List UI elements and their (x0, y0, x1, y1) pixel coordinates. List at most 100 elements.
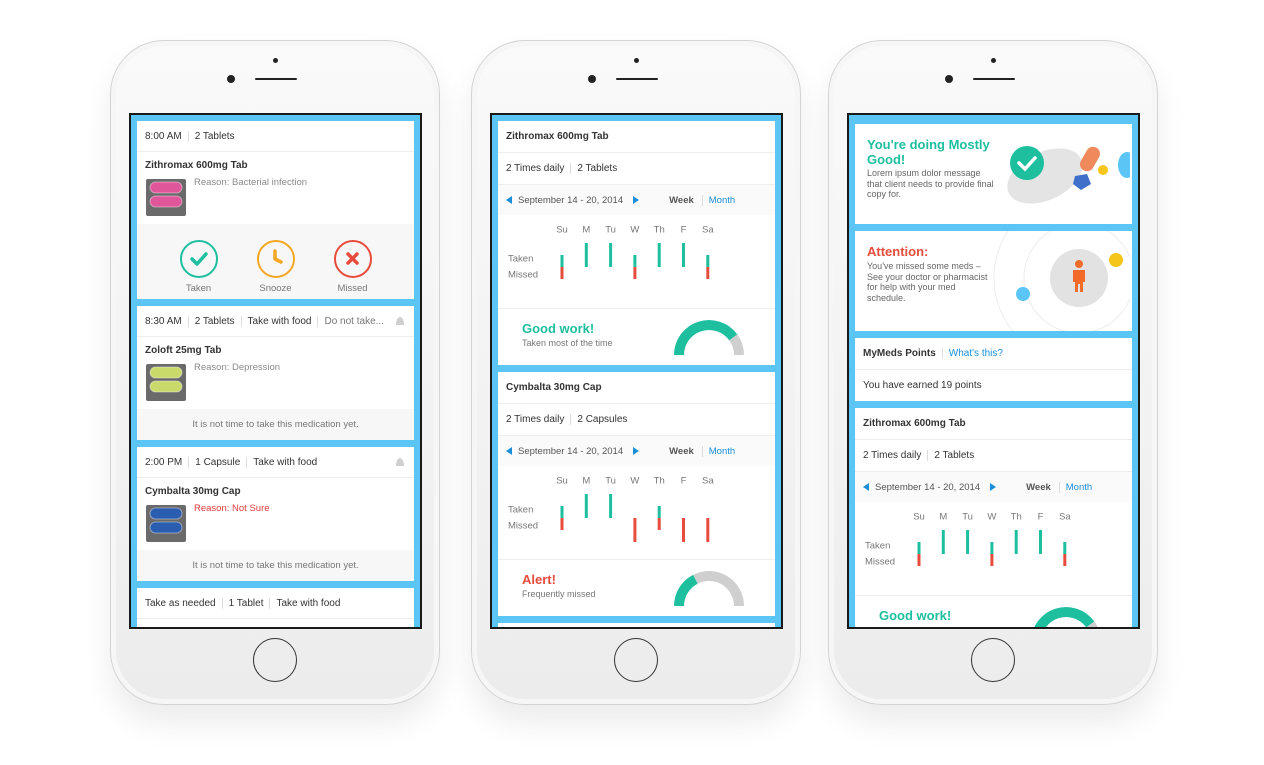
pills (149, 507, 183, 534)
note: It is not time to take this medication y… (137, 409, 414, 440)
month-tab[interactable]: Month (701, 194, 735, 206)
adherence-chart: Taken Missed Su M Tu W Th F Sa (508, 225, 714, 281)
header-item: 1 Capsule (188, 456, 246, 468)
header-item: Take with food (240, 315, 318, 327)
next-arrow[interactable] (633, 196, 640, 204)
prev-arrow[interactable] (506, 196, 512, 204)
gauge (674, 320, 744, 356)
action[interactable]: Taken (160, 224, 237, 299)
sensor (634, 58, 639, 63)
day-label: Tu (605, 225, 616, 236)
check-circle (1010, 146, 1044, 180)
med-card: 2:00 PM 1 Capsule Take with food Cymbalta 3… (137, 447, 414, 581)
icon-glyph (272, 249, 283, 264)
pill (149, 195, 183, 208)
med-chart-card: Zithromax 600mg Tab 2 Times daily 2 Tablet… (498, 121, 775, 365)
action[interactable]: Snooze (237, 224, 314, 299)
taken-bar (657, 243, 661, 267)
day-label: F (681, 476, 687, 487)
prev-arrow[interactable] (863, 483, 869, 491)
chart-area: Taken Missed Su M Tu W Th F Sa (855, 502, 1132, 595)
day-label: F (1038, 512, 1044, 523)
points-link[interactable]: What's this? (941, 348, 1003, 359)
day-label: W (630, 476, 639, 487)
points-header: MyMeds Points What's this? (855, 338, 1132, 370)
taken-bar (990, 542, 994, 554)
home-button[interactable] (971, 638, 1015, 682)
reason: Reason: Depression (194, 362, 281, 373)
pill (149, 521, 183, 534)
header-item: 2 Tablets (187, 315, 241, 327)
adherence-chart: Taken Missed Su M Tu W Th F Sa (508, 476, 714, 542)
date-range: September 14 - 20, 2014 Week Month (498, 185, 775, 215)
points-title: MyMeds Points (863, 348, 936, 359)
info-item: 2 Times daily (506, 414, 565, 425)
med-name: Cymbalta 30mg Cap (145, 486, 241, 497)
avatar-blue (1016, 287, 1030, 301)
day-label: Sa (702, 225, 714, 236)
action-label: Snooze (259, 283, 292, 294)
message-body: You've missed some meds – See your docto… (867, 261, 988, 303)
info-item: 2 Tablets (570, 163, 623, 174)
missed-bar (633, 518, 637, 542)
week-tab[interactable]: Week (669, 194, 694, 206)
med-chart-card: Zoloft 25mg Tab (498, 623, 775, 627)
gauge-value (674, 320, 738, 356)
prev-arrow[interactable] (506, 447, 512, 455)
next-arrow[interactable] (990, 483, 997, 491)
day-label: M (582, 476, 590, 487)
med-name: Cymbalta 30mg Cap (498, 372, 775, 404)
day-label: Su (556, 225, 568, 236)
phone: Zithromax 600mg Tab 2 Times daily 2 Tablet… (471, 40, 801, 705)
taken-bar (584, 494, 588, 518)
pill (149, 366, 183, 379)
camera (588, 75, 596, 83)
month-tab[interactable]: Month (1058, 481, 1092, 493)
info-item: 2 Tablets (927, 450, 980, 461)
missed-label: Missed (508, 270, 538, 281)
adherence-chart: Taken Missed Su M Tu W Th F Sa (865, 512, 1071, 568)
taken-bar (609, 494, 613, 518)
info-item: 2 Capsules (570, 414, 633, 425)
header-item: Take with food (269, 597, 346, 609)
date-range: September 14 - 20, 2014 Week Month (855, 472, 1132, 502)
status-title: Good work! (879, 608, 952, 623)
taken-label: Taken (865, 541, 890, 552)
sensor (273, 58, 278, 63)
taken-bar (917, 542, 921, 554)
status: Good work! Taken most of the time (498, 308, 775, 365)
missed-bar (682, 518, 685, 542)
gauge-value (674, 574, 698, 607)
month-tab[interactable]: Month (701, 445, 735, 457)
missed-bar (1063, 554, 1067, 566)
speaker (255, 78, 297, 80)
missed-label: Missed (865, 557, 895, 568)
home-button[interactable] (614, 638, 658, 682)
pills (149, 181, 183, 208)
screen: Zithromax 600mg Tab 2 Times daily 2 Tablet… (490, 113, 783, 629)
message-card: Attention: You've missed some meds – See … (855, 231, 1132, 331)
taken-bar (1039, 530, 1042, 554)
note: It is not time to take this medication y… (137, 550, 414, 581)
pill (149, 181, 183, 194)
gauge (1034, 607, 1098, 627)
day-label: Sa (702, 476, 714, 487)
header-item: 2:00 PM (145, 456, 183, 468)
action-icon (333, 240, 372, 278)
day-label: Tu (605, 476, 616, 487)
speaker (973, 78, 1015, 80)
home-button[interactable] (253, 638, 297, 682)
pill (149, 380, 183, 393)
action[interactable]: Missed (314, 224, 391, 299)
next-arrow[interactable] (633, 447, 640, 455)
bell-shape (396, 458, 404, 467)
card-body: Zoloft 25mg Tab Reason: Depression (137, 337, 414, 409)
missed-bar (560, 267, 564, 279)
date-range: September 14 - 20, 2014 Week Month (498, 436, 775, 466)
taken-bar (706, 255, 710, 267)
week-tab[interactable]: Week (669, 445, 694, 457)
taken-label: Taken (508, 254, 533, 265)
check (1017, 156, 1037, 172)
week-tab[interactable]: Week (1026, 481, 1051, 493)
